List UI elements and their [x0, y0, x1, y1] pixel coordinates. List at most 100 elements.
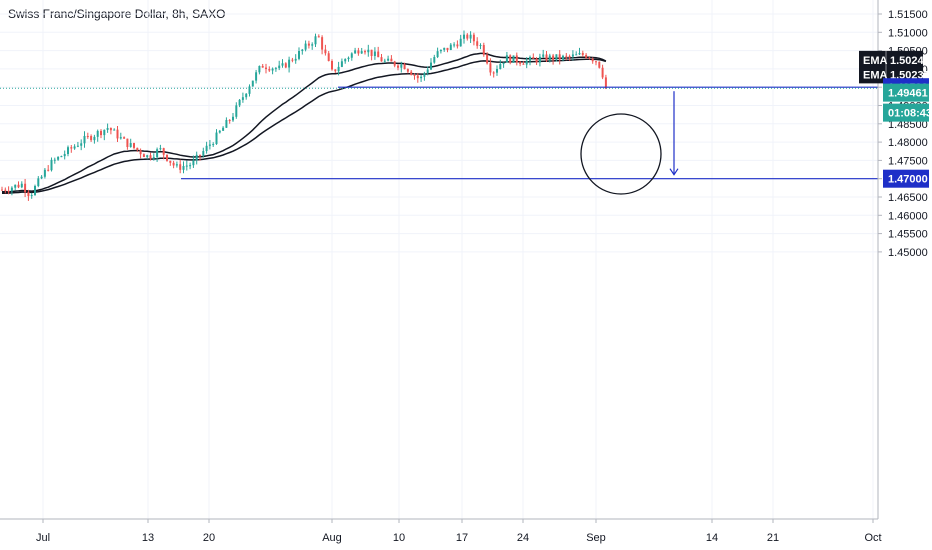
horizontal-lines — [0, 86, 878, 180]
candle-body — [93, 136, 96, 141]
candle-body — [314, 36, 317, 45]
candle-body — [83, 135, 86, 144]
candle-body — [251, 80, 254, 87]
y-tick-label: 1.51000 — [888, 27, 928, 39]
candle-body — [172, 162, 175, 166]
candle-body — [271, 68, 274, 71]
x-tick-label: 14 — [706, 532, 718, 544]
candle-body — [235, 105, 238, 117]
candle-body — [502, 62, 505, 65]
candle-body — [24, 183, 27, 193]
candle-body — [156, 149, 159, 158]
candle-body — [578, 52, 581, 55]
candle-body — [532, 57, 535, 59]
candle-body — [334, 69, 337, 72]
candle-body — [344, 59, 347, 62]
candle-body — [76, 145, 79, 147]
candle-body — [228, 120, 231, 122]
y-tick-label: 1.46500 — [888, 192, 928, 204]
candle-body — [420, 76, 423, 79]
candle-body — [1, 189, 3, 191]
candle-body — [430, 62, 432, 70]
candle-body — [591, 58, 594, 62]
candle-body — [96, 130, 99, 137]
candle-body — [416, 75, 419, 79]
countdown-tag-bg — [883, 103, 929, 122]
candle-body — [113, 129, 116, 131]
candle-body — [393, 61, 396, 66]
candle-body — [505, 55, 508, 63]
candle-body — [149, 155, 152, 159]
candle-body — [601, 67, 604, 78]
candle-body — [331, 61, 333, 70]
candle-body — [80, 143, 83, 146]
candle-body — [192, 160, 195, 166]
candle-body — [248, 86, 251, 94]
candle-body — [298, 51, 300, 59]
candle-body — [189, 165, 192, 167]
candle-body — [492, 72, 495, 74]
ema-line-1 — [2, 52, 607, 193]
candle-body — [558, 54, 561, 60]
candle-body — [466, 34, 469, 39]
candle-body — [519, 62, 522, 64]
candle-body — [565, 55, 568, 57]
candle-body — [123, 137, 126, 139]
candle-body — [525, 60, 528, 65]
candle-body — [30, 195, 33, 197]
candle-body — [40, 176, 43, 179]
candle-body — [261, 65, 264, 68]
candle-body — [542, 54, 545, 57]
candle-body — [499, 64, 502, 70]
candle-body — [162, 148, 165, 155]
candle-body — [119, 137, 122, 139]
candle-body — [581, 52, 584, 55]
candle-body — [317, 36, 320, 38]
ema-tag-value: 1.50247 — [890, 55, 930, 67]
candle-body — [413, 74, 416, 76]
x-tick-label: Oct — [864, 532, 881, 544]
candle-body — [522, 63, 525, 65]
x-tick-label: 20 — [203, 532, 215, 544]
y-tick-label: 1.48500 — [888, 119, 928, 131]
candle-body — [364, 51, 366, 53]
x-tick-label: 24 — [517, 532, 529, 544]
candle-body — [327, 53, 330, 62]
candle-body — [535, 58, 538, 63]
candle-body — [208, 144, 211, 146]
highlight-circle — [580, 113, 662, 195]
candle-body — [278, 65, 281, 69]
candle-body — [538, 56, 541, 63]
annotations — [580, 91, 679, 195]
candle-body — [439, 49, 442, 52]
ema-tag-name: EMA — [863, 69, 888, 81]
candle-body — [215, 132, 218, 145]
last-price-tag: 1.49461 — [888, 88, 928, 100]
price-tags: EMA1.50247EMA1.502331.495001.4946101:08:… — [859, 50, 932, 188]
candle-body — [126, 138, 129, 147]
candle-body — [562, 55, 564, 60]
candle-body — [472, 34, 475, 42]
candle-body — [598, 61, 601, 68]
candle-body — [529, 57, 531, 61]
candle-body — [354, 50, 357, 54]
candle-body — [67, 147, 69, 155]
candle-body — [433, 57, 436, 63]
candle-body — [463, 34, 465, 39]
candle-body — [146, 155, 149, 158]
candle-body — [258, 65, 261, 73]
candle-body — [43, 169, 46, 177]
candle-body — [90, 136, 93, 141]
candle-body — [265, 67, 267, 70]
candle-body — [7, 190, 10, 192]
candle-body — [360, 51, 363, 54]
candle-body — [423, 73, 426, 77]
x-tick-label: Jul — [36, 532, 50, 544]
candle-body — [202, 151, 205, 156]
candle-body — [225, 120, 228, 128]
candle-body — [86, 135, 89, 137]
x-tick-label: Aug — [322, 532, 342, 544]
line-tag-2-bg — [883, 169, 929, 188]
candle-body — [284, 63, 287, 68]
